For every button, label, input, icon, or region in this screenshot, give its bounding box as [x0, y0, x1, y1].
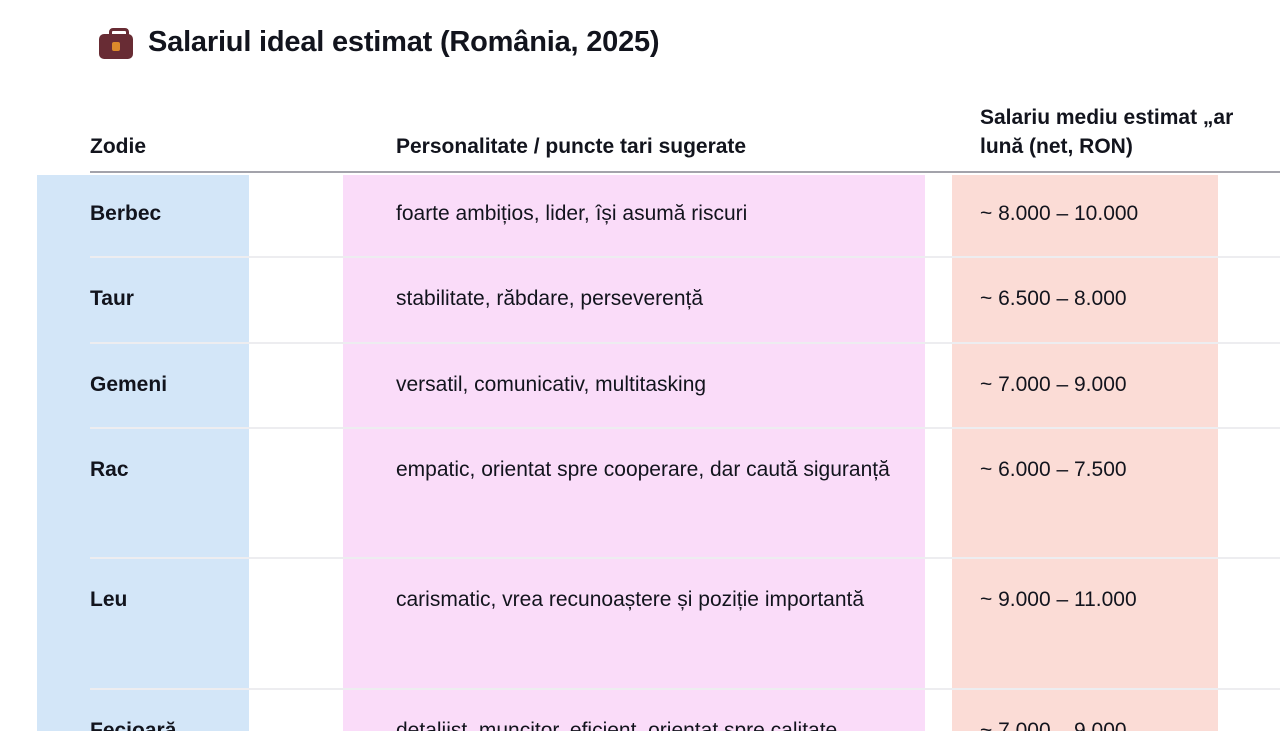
cell-salariu: ~ 7.000 – 9.000 [980, 719, 1127, 731]
table-row: Rac empatic, orientat spre cooperare, da… [90, 429, 1280, 559]
zodie-column-highlight [37, 175, 249, 731]
cell-personalitate: versatil, comunicativ, multitasking [396, 373, 707, 396]
cell-personalitate: stabilitate, răbdare, perseverență [396, 287, 704, 310]
table-row: Gemeni versatil, comunicativ, multitaski… [90, 344, 1280, 429]
header-salariu-line1: Salariu mediu estimat „ar [980, 106, 1234, 129]
cell-zodie: Gemeni [90, 373, 168, 396]
table-row: Leu carismatic, vrea recunoaștere și poz… [90, 559, 1280, 690]
table-row: Taur stabilitate, răbdare, perseverență … [90, 258, 1280, 344]
cell-personalitate: detaliist, muncitor, eficient, orientat … [396, 719, 838, 731]
cell-zodie: Rac [90, 458, 129, 481]
salary-column-highlight [952, 175, 1218, 731]
cell-salariu: ~ 9.000 – 11.000 [980, 588, 1137, 611]
cell-salariu: ~ 8.000 – 10.000 [980, 202, 1139, 225]
table-row: Fecioară detaliist, muncitor, eficient, … [90, 690, 1280, 731]
page-title: Salariul ideal estimat (România, 2025) [148, 26, 660, 58]
cell-personalitate: empatic, orientat spre cooperare, dar ca… [396, 458, 890, 481]
header-salariu-line2: lună (net, RON) [980, 135, 1133, 158]
table-header-row: Zodie Personalitate / puncte tari sugera… [90, 95, 1280, 173]
cell-salariu: ~ 7.000 – 9.000 [980, 373, 1127, 396]
briefcase-icon [99, 28, 133, 59]
header-salariu: Salariu mediu estimat „ar lună (net, RON… [980, 103, 1280, 161]
cell-salariu: ~ 6.000 – 7.500 [980, 458, 1127, 481]
page-title-row: Salariul ideal estimat (România, 2025) [99, 26, 660, 59]
table-row: Berbec foarte ambițios, lider, își asumă… [90, 173, 1280, 258]
header-zodie: Zodie [90, 135, 146, 158]
cell-zodie: Berbec [90, 202, 162, 225]
cell-zodie: Taur [90, 287, 134, 310]
cell-personalitate: carismatic, vrea recunoaștere și poziție… [396, 588, 865, 611]
salary-table: Zodie Personalitate / puncte tari sugera… [90, 95, 1280, 731]
cell-zodie: Fecioară [90, 719, 177, 731]
personality-column-highlight [343, 175, 925, 731]
header-personalitate: Personalitate / puncte tari sugerate [396, 135, 747, 158]
cell-zodie: Leu [90, 588, 128, 611]
cell-personalitate: foarte ambițios, lider, își asumă riscur… [396, 202, 748, 225]
cell-salariu: ~ 6.500 – 8.000 [980, 287, 1127, 310]
